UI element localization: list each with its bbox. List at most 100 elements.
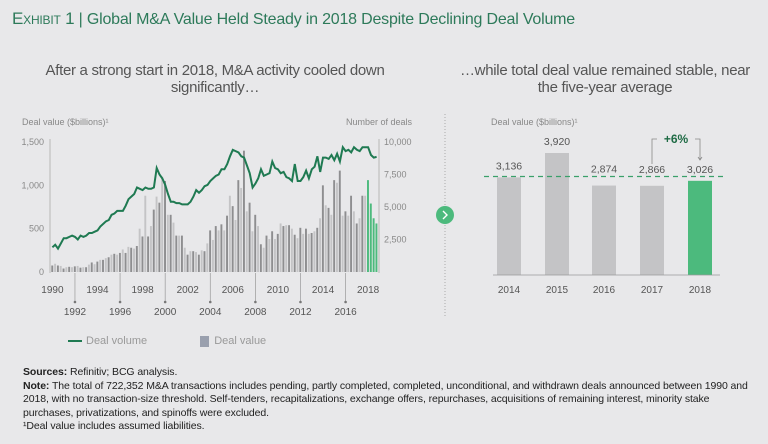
deal-value-bar xyxy=(296,238,299,272)
deal-value-bar xyxy=(341,215,344,272)
left-y-axis-label: Deal value ($billions)¹ xyxy=(22,117,109,127)
deal-value-bar xyxy=(102,259,104,272)
arrow-circle-icon xyxy=(436,206,454,224)
deal-value-bar xyxy=(93,264,96,272)
deal-value-bar xyxy=(327,207,330,272)
deal-value-bar xyxy=(375,223,378,272)
deal-value-bar xyxy=(265,235,268,272)
deal-value-bar xyxy=(226,215,228,272)
x-tick-label: 1990 xyxy=(41,285,64,296)
deal-value-bar xyxy=(302,233,305,272)
deal-value-bar xyxy=(361,195,364,272)
deal-value-bar xyxy=(195,252,197,272)
legend-deal-volume: Deal volume xyxy=(86,335,148,347)
deal-value-bar xyxy=(271,231,274,272)
deal-value-bar xyxy=(149,226,152,272)
left-chart: Deal value ($billions)¹ Number of deals … xyxy=(21,117,412,318)
deal-value-bar xyxy=(282,226,285,272)
right-y-tick-label: 2,500 xyxy=(384,235,407,245)
deal-value-bar xyxy=(231,206,234,272)
deal-value-bar xyxy=(197,254,200,272)
chevron-right-icon xyxy=(442,210,448,220)
deal-value-bar xyxy=(257,226,260,272)
x-tick-dot xyxy=(208,300,212,304)
deal-value-bar xyxy=(220,224,223,272)
x-tick-label: 1994 xyxy=(86,285,109,296)
x-tick-dot xyxy=(254,300,257,304)
x-tick-label: 2018 xyxy=(689,285,712,296)
deal-value-bar xyxy=(338,170,341,272)
deal-value-bar xyxy=(330,214,333,272)
deal-value-bar xyxy=(367,180,369,272)
deal-value-bar xyxy=(124,252,127,272)
bar-data-label: 3,026 xyxy=(687,164,713,176)
deal-value-bar xyxy=(56,265,59,272)
deal-value-bar xyxy=(118,252,121,272)
deal-value-bar xyxy=(68,266,71,272)
deal-value-bar xyxy=(144,195,147,272)
deal-value-bar xyxy=(155,196,158,272)
deal-value-bar xyxy=(313,231,316,272)
deal-value-bar xyxy=(254,214,257,272)
deal-value-bar xyxy=(189,251,192,272)
legend-line-swatch xyxy=(68,340,82,343)
deal-value-bar xyxy=(640,185,664,275)
x-tick-label: 1998 xyxy=(131,285,154,296)
deal-value-bar xyxy=(186,254,189,272)
change-annotation: +6% xyxy=(664,132,689,146)
bar-data-label: 2,866 xyxy=(639,164,665,176)
deal-value-bar xyxy=(166,214,169,272)
deal-value-bar xyxy=(350,195,353,272)
deal-value-bar xyxy=(223,230,226,272)
deal-value-bar xyxy=(240,187,243,272)
left-y-tick-label: 1,500 xyxy=(21,137,44,147)
deal-value-bar xyxy=(200,250,203,272)
deal-value-bar xyxy=(96,261,99,272)
deal-value-bar xyxy=(288,225,291,272)
deal-value-bar xyxy=(178,235,181,272)
x-tick-dot xyxy=(163,300,167,304)
deal-value-bar xyxy=(245,211,248,272)
deal-value-bar xyxy=(147,236,150,272)
exhibit-title: Exhibit 1 | Global M&A Value Held Steady… xyxy=(12,9,575,29)
deal-value-bar xyxy=(135,246,138,272)
deal-value-bar xyxy=(104,258,107,272)
x-tick-label: 2018 xyxy=(357,285,380,296)
deal-value-bar xyxy=(228,195,231,272)
sources-text: Refinitiv; BCG analysis. xyxy=(69,366,178,378)
deal-value-bar xyxy=(214,226,217,272)
x-tick-label: 2008 xyxy=(244,307,267,318)
bar-data-label: 3,136 xyxy=(496,160,522,172)
deal-value-bar xyxy=(121,249,124,272)
deal-value-bar xyxy=(242,150,245,272)
deal-value-bar xyxy=(211,239,214,272)
deal-value-bar xyxy=(299,227,302,272)
x-tick-dot xyxy=(344,300,347,304)
deal-value-bar xyxy=(305,228,307,272)
x-tick-label: 2006 xyxy=(222,285,245,296)
deal-value-bar xyxy=(71,267,73,272)
deal-value-bar xyxy=(99,259,102,272)
deal-value-bar xyxy=(319,218,322,272)
x-tick-label: 2016 xyxy=(593,285,616,296)
deal-value-bar xyxy=(497,177,521,275)
deal-value-bar xyxy=(192,251,195,272)
x-tick-label: 1996 xyxy=(109,307,132,318)
deal-value-bar xyxy=(545,153,569,275)
deal-value-bar xyxy=(259,244,262,272)
x-tick-label: 2010 xyxy=(267,285,290,296)
right-y-tick-label: 7,500 xyxy=(384,170,407,180)
deal-value-bar xyxy=(90,262,93,272)
note-text: The total of 722,352 M&A transactions in… xyxy=(23,379,748,419)
left-y-tick-label: 0 xyxy=(39,267,44,277)
x-tick-dot xyxy=(73,300,77,304)
deal-value-bar xyxy=(172,222,175,272)
deal-value-bar xyxy=(141,236,144,272)
deal-value-bar xyxy=(234,220,237,272)
deal-value-bar xyxy=(352,211,355,272)
deal-value-bar xyxy=(344,211,347,272)
deal-value-bar xyxy=(130,247,133,272)
x-tick-label: 2012 xyxy=(289,307,312,318)
legend-bar-swatch xyxy=(200,335,210,347)
